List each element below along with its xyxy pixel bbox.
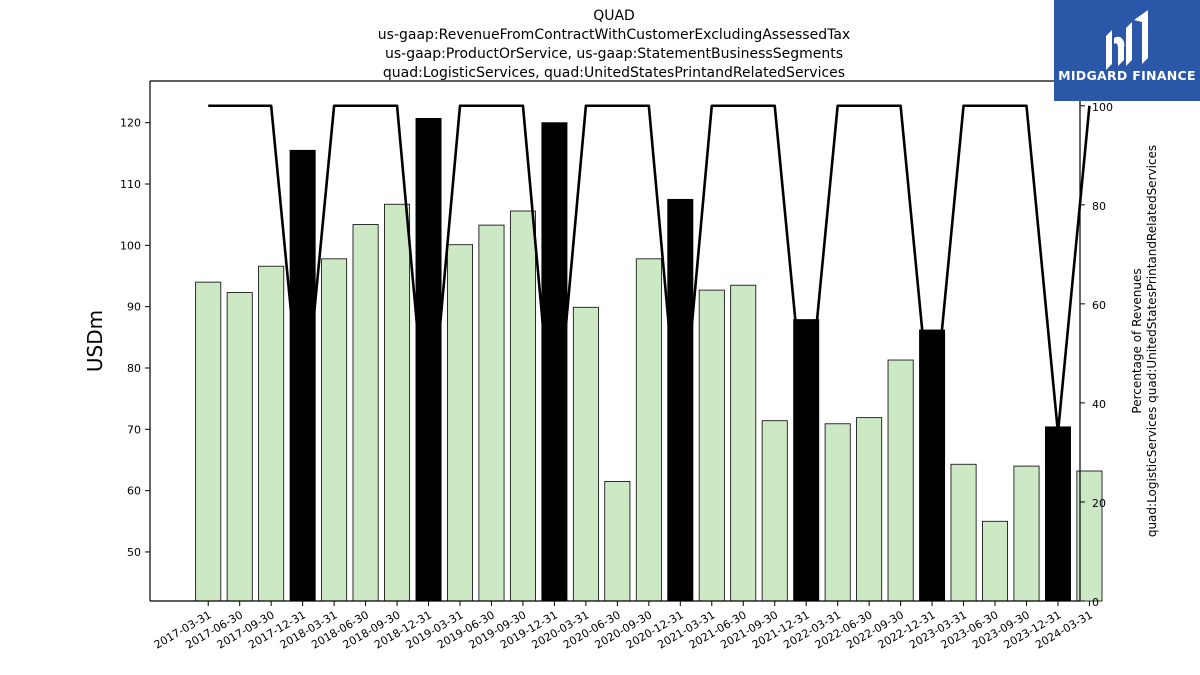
bar-2017-06-30 [226, 292, 253, 602]
bar-2017-03-31 [195, 281, 222, 602]
brand-logo-text: MIDGARD FINANCE [1058, 68, 1196, 83]
y2-axis-label-line: Percentage of Revenues [1130, 268, 1144, 413]
bar-2022-09-30 [887, 359, 914, 602]
y-tick-label: 100 [120, 239, 141, 252]
title-line-members: quad:LogisticServices, quad:UnitedStates… [382, 65, 846, 81]
bar-2018-03-31 [321, 258, 348, 602]
bar-2018-09-30 [384, 203, 411, 602]
y-tick-label: 90 [127, 301, 141, 314]
bar-2020-12-31 [667, 198, 694, 602]
y2-axis-label-line: quad:LogisticServices quad:UnitedStatesP… [1145, 145, 1159, 537]
chart-title: QUAD us-gaap:RevenueFromContractWithCust… [0, 7, 1200, 83]
y2-tick-label: 100 [1092, 101, 1113, 114]
bar-2020-03-31 [572, 306, 599, 602]
brand-logo: MIDGARD FINANCE [1054, 0, 1200, 101]
bar-2022-06-30 [856, 417, 883, 602]
y2-tick-label: 0 [1092, 596, 1099, 609]
bar-2018-06-30 [352, 224, 379, 602]
bar-2017-09-30 [258, 265, 285, 602]
bar-2021-09-30 [761, 420, 788, 602]
y-tick-label: 60 [127, 485, 141, 498]
brand-mark-icon [1106, 10, 1148, 70]
y2-tick-label: 20 [1092, 497, 1106, 510]
bar-2023-09-30 [1013, 465, 1040, 602]
bar-2021-06-30 [730, 284, 757, 602]
title-line-ticker: QUAD [593, 8, 635, 24]
bar-2024-03-31 [1076, 470, 1103, 602]
bar-2021-03-31 [698, 289, 725, 602]
y-axis-label: USDm [83, 310, 107, 372]
bar-2019-06-30 [478, 224, 505, 602]
title-line-axes: us-gaap:ProductOrService, us-gaap:Statem… [384, 46, 843, 62]
y2-tick-label: 60 [1092, 299, 1106, 312]
bar-2023-12-31 [1044, 426, 1071, 602]
bar-2022-03-31 [824, 423, 851, 602]
title-line-concept: us-gaap:RevenueFromContractWithCustomerE… [377, 27, 851, 43]
y-tick-label: 50 [127, 546, 141, 559]
bar-2022-12-31 [919, 329, 946, 602]
bar-2019-09-30 [509, 210, 536, 602]
y2-tick-label: 80 [1092, 200, 1106, 213]
bar-2021-12-31 [793, 319, 820, 602]
y-tick-label: 120 [120, 117, 141, 130]
bar-2017-12-31 [289, 149, 316, 602]
y-tick-label: 80 [127, 362, 141, 375]
percentage-line [208, 104, 1091, 454]
y2-tick-label: 40 [1092, 398, 1106, 411]
bar-2023-03-31 [950, 463, 977, 602]
y-tick-label: 70 [127, 423, 141, 436]
bar-2019-03-31 [447, 244, 473, 602]
y-tick-label: 110 [120, 178, 141, 191]
bar-2020-06-30 [604, 481, 631, 602]
bar-2023-06-30 [982, 520, 1009, 602]
bar-2020-09-30 [635, 258, 662, 602]
